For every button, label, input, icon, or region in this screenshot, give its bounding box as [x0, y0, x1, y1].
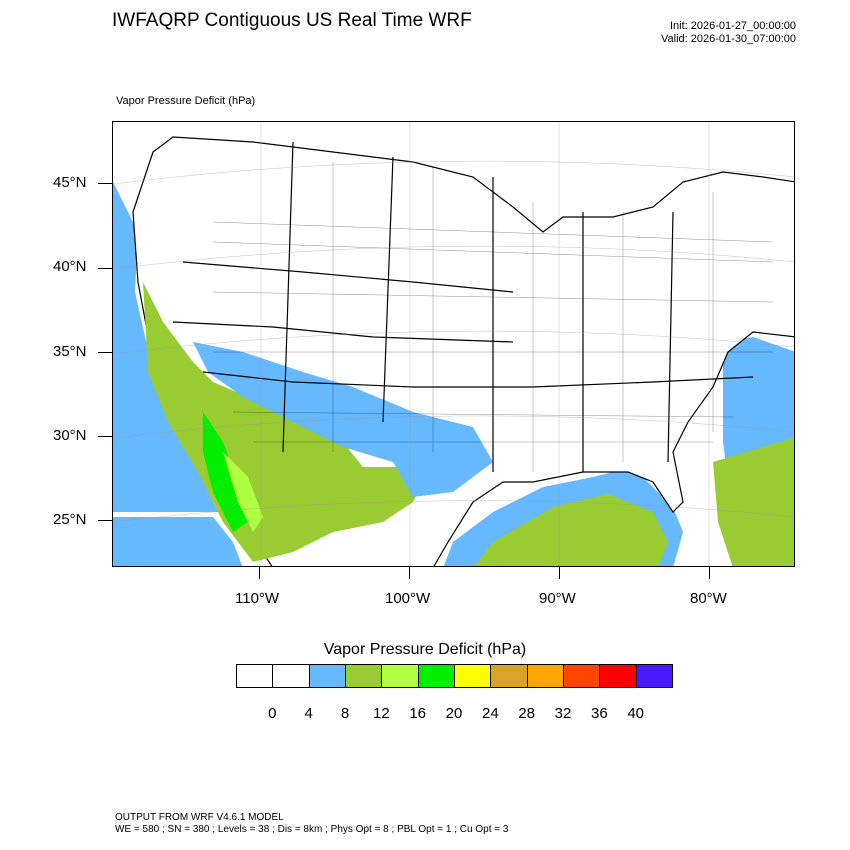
- atlantic-green-area: [713, 437, 794, 566]
- colorbar-label: 8: [340, 705, 350, 722]
- colorbar-box: [417, 664, 455, 688]
- lon-tick: [259, 567, 260, 579]
- colorbar-label: 28: [518, 705, 535, 722]
- lon-label-100: 100°W: [385, 590, 431, 607]
- pacific-south-vpd-area: [113, 517, 243, 566]
- lon-tick: [559, 567, 560, 579]
- lat-label-40: 40°N: [53, 258, 87, 275]
- county-lines: [212, 162, 774, 472]
- lat-label-45: 45°N: [53, 174, 87, 191]
- colorbar-box: [453, 664, 492, 688]
- vpd-map: [112, 121, 795, 567]
- colorbar-label: 4: [304, 705, 313, 722]
- colorbar-box: [526, 664, 564, 688]
- colorbar-label: 16: [409, 705, 426, 722]
- colorbar-label: 20: [445, 705, 463, 722]
- colorbar-box: [562, 664, 601, 688]
- colorbar-box: [308, 664, 346, 688]
- colorbar: [236, 664, 673, 688]
- footer-model: OUTPUT FROM WRF V4.6.1 MODEL: [115, 812, 284, 823]
- lat-tick: [98, 268, 112, 269]
- graticule: [113, 122, 794, 566]
- lon-label-110: 110°W: [235, 590, 280, 607]
- init-time: Init: 2026-01-27_00:00:00: [670, 20, 796, 32]
- variable-label: Vapor Pressure Deficit (hPa): [116, 95, 256, 107]
- lat-tick: [98, 436, 112, 437]
- lat-label-25: 25°N: [53, 511, 87, 528]
- baja-light-green: [223, 452, 263, 532]
- colorbar-box: [344, 664, 383, 688]
- lat-tick: [98, 352, 112, 353]
- southwest-blue-area: [193, 342, 493, 497]
- map-canvas: [113, 122, 794, 566]
- colorbar-label: 0: [268, 705, 277, 722]
- lat-label-30: 30°N: [53, 427, 87, 444]
- valid-time: Valid: 2026-01-30_07:00:00: [661, 33, 796, 45]
- lat-tick: [98, 183, 112, 184]
- lon-tick: [709, 567, 710, 579]
- colorbar-label: 12: [372, 705, 390, 722]
- lat-tick: [98, 520, 112, 521]
- colorbar-label: 36: [590, 705, 608, 722]
- baja-bright-green: [203, 412, 248, 532]
- colorbar-box: [490, 664, 528, 688]
- colorbar-label: 24: [481, 705, 499, 722]
- lon-label-90: 90°W: [539, 590, 576, 607]
- colorbar-box: [635, 664, 673, 688]
- colorbar-title: Vapor Pressure Deficit (hPa): [323, 641, 527, 658]
- plot-title: IWFAQRP Contiguous US Real Time WRF: [112, 10, 472, 31]
- colorbar-box: [236, 664, 274, 688]
- footer-config: WE = 580 ; SN = 380 ; Levels = 38 ; Dis …: [115, 824, 509, 835]
- colorbar-box: [381, 664, 419, 688]
- lat-label-35: 35°N: [53, 343, 87, 360]
- lon-tick: [409, 567, 410, 579]
- colorbar-label: 32: [554, 705, 572, 722]
- colorbar-box: [272, 664, 310, 688]
- colorbar-box: [599, 664, 637, 688]
- pacific-vpd-area: [113, 182, 218, 512]
- lon-label-80: 80°W: [690, 590, 727, 607]
- gulf-green-area: [474, 494, 668, 566]
- colorbar-label: 40: [627, 705, 644, 722]
